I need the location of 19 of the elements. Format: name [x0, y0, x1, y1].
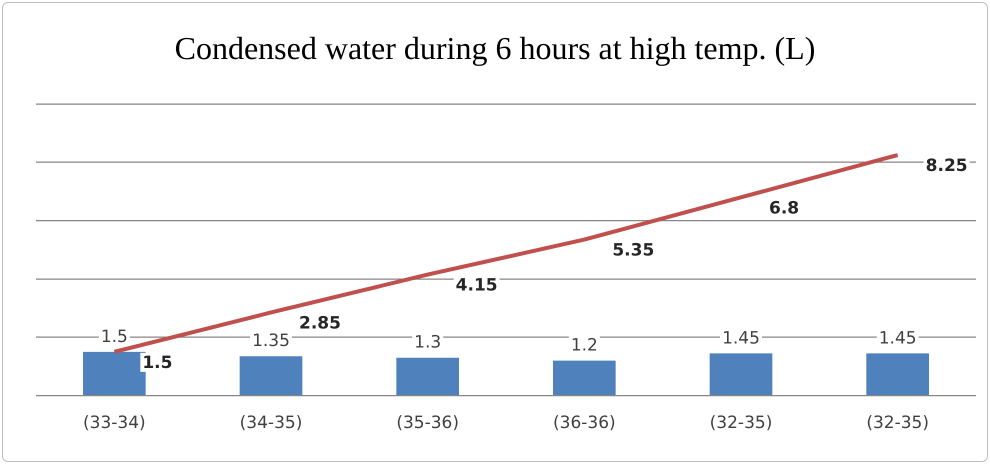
data-label: 1.3: [414, 332, 442, 353]
x-tick-label: (32-35): [866, 413, 930, 434]
x-tick-label: (32-35): [710, 413, 772, 434]
data-label: 4.15: [456, 276, 498, 296]
data-label: 2.85: [299, 313, 341, 334]
data-label: 1.35: [252, 331, 290, 352]
data-label: 1.5: [100, 326, 128, 347]
chart-title: Condensed water during 6 hours at high temp. (L): [174, 30, 816, 67]
data-label: 1.45: [878, 328, 917, 348]
data-label: 8.25: [926, 156, 968, 176]
x-tick-label: (36-36): [552, 413, 616, 434]
data-label: 1.45: [722, 328, 760, 348]
data-label: 5.35: [612, 240, 654, 261]
x-tick-label: (33-34): [82, 413, 146, 434]
data-label: 1.2: [570, 336, 598, 356]
x-tick-label: (35-36): [396, 413, 460, 434]
data-label: 6.8: [769, 198, 800, 218]
x-tick-label: (34-35): [240, 413, 302, 434]
data-label: 1.5: [142, 352, 172, 373]
